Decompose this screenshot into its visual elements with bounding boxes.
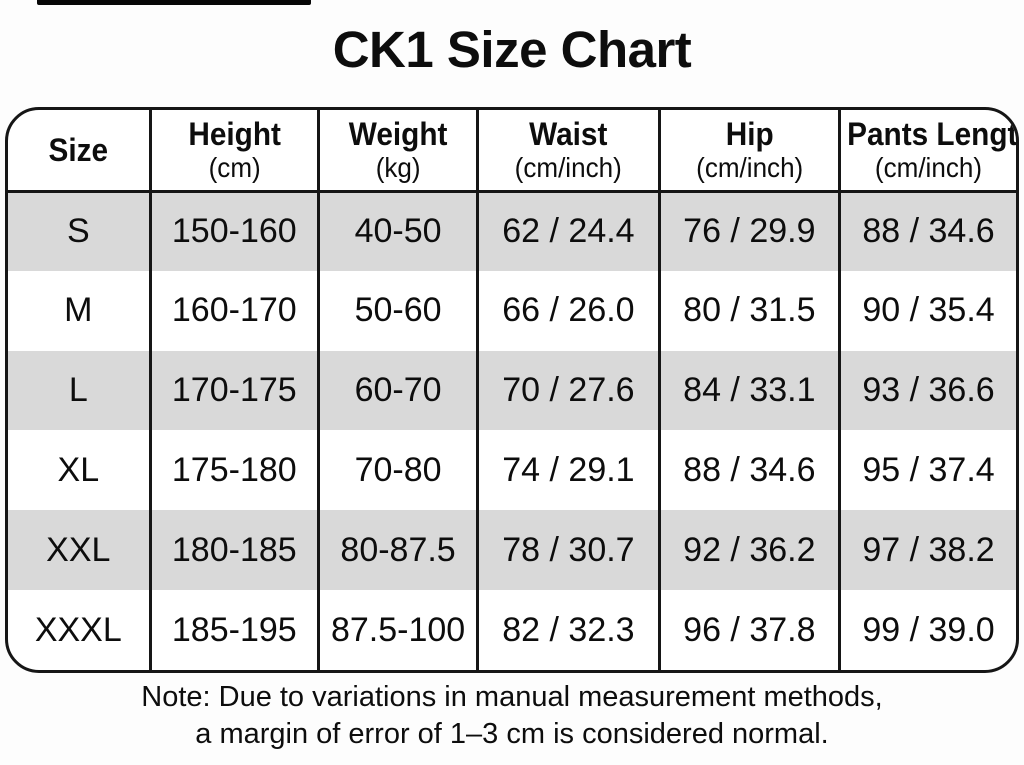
column-unit: (cm) (208, 151, 261, 183)
height-cell: 180-185 (150, 510, 320, 591)
pants-length-cell: 99 / 39.0 (862, 610, 995, 649)
size-cell: XL (8, 430, 152, 511)
table-row-xl: XL 175-180 70-80 74 / 29.1 88 / 34.6 95 … (8, 430, 1016, 511)
table-row-xxxl: XXXL 185-195 87.5-100 82 / 32.3 96 / 37.… (8, 590, 1016, 670)
header-cell-weight: Weight (kg) (318, 110, 480, 193)
page-title: CK1 Size Chart (332, 21, 692, 78)
height-cell: 150-160 (150, 191, 320, 271)
header-cell-pants-length: Pants Length (cm/inch) (839, 110, 1019, 193)
waist-cell: 78 / 30.7 (477, 510, 661, 591)
hip-cell: 92 / 36.2 (659, 510, 842, 591)
waist-cell: 82 / 32.3 (477, 590, 661, 670)
waist-cell: 62 / 24.4 (477, 191, 661, 271)
pants-length-cell: 95 / 37.4 (862, 450, 995, 489)
column-unit: (kg) (375, 151, 421, 183)
column-label: Weight (348, 115, 448, 152)
note-line-1: Note: Due to variations in manual measur… (141, 681, 883, 713)
hip-cell: 96 / 37.8 (659, 590, 842, 670)
column-label: Pants Length (847, 115, 1019, 152)
height-cell: 185-195 (150, 590, 320, 670)
weight-cell: 60-70 (318, 350, 480, 431)
size-cell: XXL (8, 510, 152, 591)
header-cell-hip: Hip (cm/inch) (659, 110, 842, 193)
header-cell-height: Height (cm) (150, 110, 320, 193)
size-chart-table: Size Height (cm) Weight (kg) (8, 110, 1016, 670)
cropped-image-artifact-bar (37, 0, 311, 5)
weight-cell: 40-50 (318, 191, 480, 271)
height-cell: 160-170 (150, 270, 320, 351)
waist-cell: 74 / 29.1 (477, 430, 661, 511)
waist-cell: 70 / 27.6 (477, 350, 661, 431)
table-row-s: S 150-160 40-50 62 / 24.4 76 / 29.9 88 /… (8, 191, 1016, 271)
column-unit: (cm/inch) (874, 151, 983, 183)
header-row: Size Height (cm) Weight (kg) (8, 110, 1019, 193)
column-label: Hip (725, 115, 774, 152)
column-unit: (cm/inch) (695, 151, 803, 183)
table-row-m: M 160-170 50-60 66 / 26.0 80 / 31.5 90 /… (8, 270, 1016, 351)
pants-length-cell: 90 / 35.4 (862, 291, 995, 330)
header-cell-size: Size (8, 110, 152, 193)
pants-length-cell: 88 / 34.6 (862, 212, 995, 251)
hip-cell: 88 / 34.6 (659, 430, 842, 511)
column-label: Waist (529, 115, 608, 152)
weight-cell: 80-87.5 (318, 510, 480, 591)
note-line-2: a margin of error of 1–3 cm is considere… (195, 718, 829, 750)
pants-length-cell: 97 / 38.2 (862, 530, 995, 569)
size-cell: S (8, 191, 152, 271)
size-cell: M (8, 270, 152, 351)
height-cell: 170-175 (150, 350, 320, 431)
size-cell: L (8, 350, 152, 431)
weight-cell: 50-60 (318, 270, 480, 351)
column-label: Height (187, 115, 281, 152)
header-cell-waist: Waist (cm/inch) (477, 110, 661, 193)
weight-cell: 87.5-100 (318, 590, 480, 670)
size-cell: XXXL (8, 590, 152, 670)
pants-length-cell: 93 / 36.6 (862, 371, 995, 410)
height-cell: 175-180 (150, 430, 320, 511)
hip-cell: 76 / 29.9 (659, 191, 842, 271)
weight-cell: 70-80 (318, 430, 480, 511)
column-unit: (cm/inch) (514, 151, 622, 183)
table-row-xxl: XXL 180-185 80-87.5 78 / 30.7 92 / 36.2 … (8, 510, 1016, 591)
hip-cell: 80 / 31.5 (659, 270, 842, 351)
column-label: Size (48, 131, 109, 168)
measurement-note: Note: Due to variations in manual measur… (0, 679, 1024, 753)
waist-cell: 66 / 26.0 (477, 270, 661, 351)
size-chart-table-container: Size Height (cm) Weight (kg) (5, 107, 1019, 673)
hip-cell: 84 / 33.1 (659, 350, 842, 431)
table-row-l: L 170-175 60-70 70 / 27.6 84 / 33.1 93 /… (8, 350, 1016, 431)
